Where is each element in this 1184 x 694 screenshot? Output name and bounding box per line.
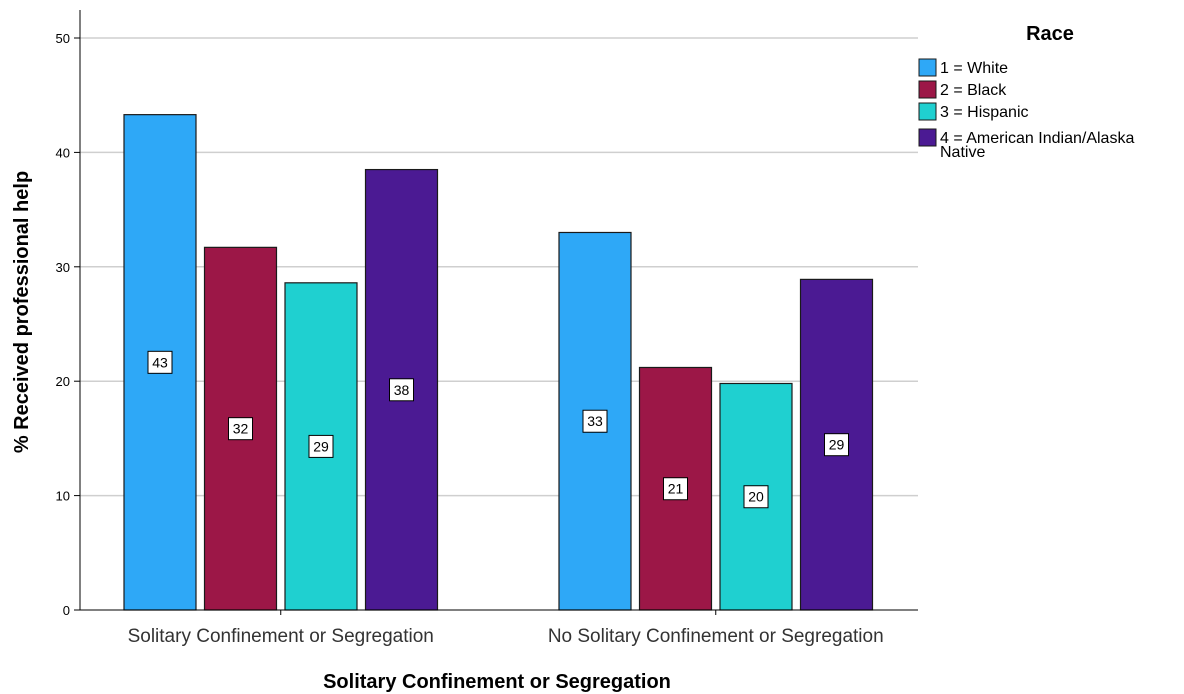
legend-label: Native bbox=[940, 144, 985, 161]
legend-swatch bbox=[918, 58, 937, 77]
y-tick-label: 10 bbox=[56, 489, 70, 504]
data-label-box bbox=[663, 477, 688, 501]
data-label-box bbox=[228, 417, 253, 441]
legend-swatch bbox=[918, 102, 937, 121]
y-tick-label: 40 bbox=[56, 145, 70, 160]
axes: 0 10 20 30 40 50 Solitary Confinement or Segre… bbox=[56, 10, 918, 647]
data-label: 32 bbox=[233, 421, 249, 437]
data-label-box bbox=[389, 378, 414, 402]
data-label-box bbox=[582, 409, 608, 433]
data-label: 29 bbox=[829, 437, 845, 453]
data-label: 21 bbox=[668, 481, 684, 497]
data-label: 43 bbox=[152, 354, 168, 370]
legend-label: 3 = Hispanic bbox=[940, 104, 1029, 121]
legend: Race 1 = White 2 = Black 3 = Hispanic 4 = A… bbox=[918, 23, 1134, 161]
legend-title: Race bbox=[1026, 23, 1074, 45]
bars bbox=[123, 114, 874, 611]
data-label-box bbox=[308, 434, 334, 458]
legend-label: 4 = American Indian/Alaska bbox=[940, 130, 1134, 147]
data-label: 33 bbox=[587, 413, 603, 429]
data-label: 29 bbox=[313, 438, 329, 454]
y-tick-label: 0 bbox=[63, 603, 70, 618]
y-tick-label: 20 bbox=[56, 374, 70, 389]
x-axis-title: Solitary Confinement or Segregation bbox=[323, 671, 671, 693]
legend-label: 2 = Black bbox=[940, 82, 1007, 99]
data-label: 38 bbox=[394, 382, 410, 398]
data-label: 20 bbox=[748, 489, 764, 505]
legend-label: 1 = White bbox=[940, 60, 1008, 77]
data-label-box bbox=[824, 433, 849, 457]
legend-swatch bbox=[918, 80, 937, 99]
y-axis-title: % Received professional help bbox=[11, 171, 33, 453]
x-tick-label: No Solitary Confinement or Segregation bbox=[548, 626, 884, 647]
data-label-box bbox=[743, 485, 769, 509]
data-label-box bbox=[147, 350, 173, 374]
x-tick-label: Solitary Confinement or Segregation bbox=[128, 626, 434, 647]
data-labels: 43 32 29 38 33 21 20 29 bbox=[147, 350, 849, 509]
y-tick-label: 50 bbox=[56, 31, 70, 46]
legend-swatch bbox=[918, 128, 937, 147]
y-tick-label: 30 bbox=[56, 260, 70, 275]
